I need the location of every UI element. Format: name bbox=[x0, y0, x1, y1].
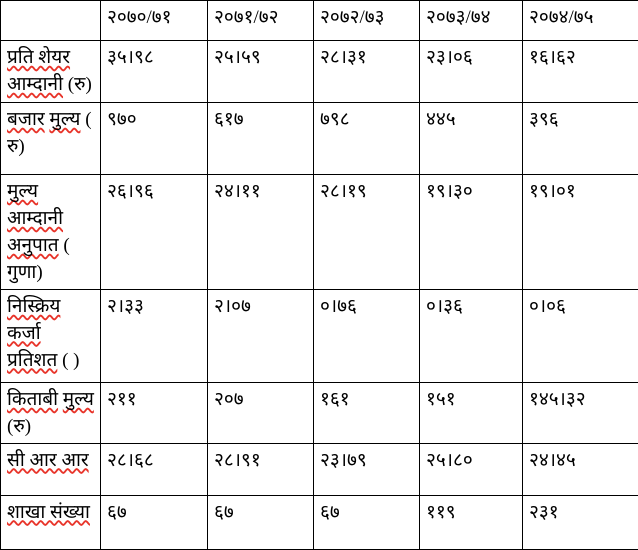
data-cell-3-2: ०।७६ bbox=[314, 289, 420, 382]
data-cell-5-3: २५।८० bbox=[420, 443, 523, 495]
table-header-row: २०७०/७१ २०७१/७२ २०७२/७३ २०७३/७४ २०७४/७५ bbox=[1, 1, 638, 41]
data-cell-5-0: २८।६८ bbox=[101, 443, 208, 495]
data-cell-0-2: २८।३१ bbox=[314, 41, 420, 103]
spellchecked-word: निस्क्रिय bbox=[7, 296, 60, 317]
spellchecked-word: प्रतिशत bbox=[7, 350, 57, 371]
row-label-5: सी आर आर bbox=[1, 443, 101, 495]
spellchecked-word: मुल्य bbox=[63, 389, 94, 410]
spellchecked-word: किताबी bbox=[7, 389, 58, 410]
data-cell-0-0: ३५।९८ bbox=[101, 41, 208, 103]
row-label-3: निस्क्रिय कर्जा प्रतिशत ( ) bbox=[1, 289, 101, 382]
spellchecked-word: प्रति शेयर bbox=[7, 47, 70, 68]
label-unit-suffix: ( ) bbox=[62, 350, 79, 371]
spellchecked-word: आम्दानी bbox=[7, 208, 63, 229]
table-row: प्रति शेयर आम्दानी (रु) ३५।९८ २५।५९ २८।३… bbox=[1, 41, 638, 103]
data-cell-1-3: ४४५ bbox=[420, 103, 523, 175]
row-label-0: प्रति शेयर आम्दानी (रु) bbox=[1, 41, 101, 103]
data-cell-4-3: १५१ bbox=[420, 382, 523, 443]
data-cell-6-2: ६७ bbox=[314, 495, 420, 549]
data-cell-6-0: ६७ bbox=[101, 495, 208, 549]
table-row: बजार मुल्य ( रु) ९७० ६१७ ७९८ ४४५ ३९६ bbox=[1, 103, 638, 175]
data-cell-4-1: २०७ bbox=[208, 382, 314, 443]
data-cell-0-4: १६।६२ bbox=[523, 41, 638, 103]
table-row: सी आर आर २८।६८ २८।९१ २३।७९ २५।८० २४।४५ bbox=[1, 443, 638, 495]
data-cell-4-4: १४५।३२ bbox=[523, 382, 638, 443]
data-cell-4-0: २११ bbox=[101, 382, 208, 443]
data-cell-0-3: २३।०६ bbox=[420, 41, 523, 103]
spellchecked-word: अनुपात bbox=[7, 235, 59, 256]
column-header-0: २०७०/७१ bbox=[101, 1, 208, 41]
row-label-6: शाखा संख्या bbox=[1, 495, 101, 549]
data-cell-6-4: २३१ bbox=[523, 495, 638, 549]
spellchecked-word: मुल्य bbox=[49, 109, 80, 130]
row-label-2: मुल्य आम्दानी अनुपात ( गुणा) bbox=[1, 175, 101, 290]
data-cell-1-1: ६१७ bbox=[208, 103, 314, 175]
spellchecked-word: शाखा संख्या bbox=[7, 502, 90, 523]
spellchecked-word: मुल्य bbox=[7, 181, 38, 202]
data-cell-4-2: १६१ bbox=[314, 382, 420, 443]
data-cell-0-1: २५।५९ bbox=[208, 41, 314, 103]
row-label-1: बजार मुल्य ( रु) bbox=[1, 103, 101, 175]
spellchecked-word: कर्जा bbox=[7, 323, 41, 344]
data-cell-3-3: ०।३६ bbox=[420, 289, 523, 382]
data-cell-6-3: ११९ bbox=[420, 495, 523, 549]
label-unit-suffix: (रु) bbox=[68, 74, 92, 95]
data-cell-2-0: २६।९६ bbox=[101, 175, 208, 290]
data-cell-3-0: २।३३ bbox=[101, 289, 208, 382]
column-header-4: २०७४/७५ bbox=[523, 1, 638, 41]
table-row: मुल्य आम्दानी अनुपात ( गुणा) २६।९६ २४।११… bbox=[1, 175, 638, 290]
data-cell-1-4: ३९६ bbox=[523, 103, 638, 175]
spellchecked-word: बजार bbox=[7, 109, 45, 130]
data-cell-3-1: २।०७ bbox=[208, 289, 314, 382]
table-row: निस्क्रिय कर्जा प्रतिशत ( ) २।३३ २।०७ ०।… bbox=[1, 289, 638, 382]
column-header-3: २०७३/७४ bbox=[420, 1, 523, 41]
data-cell-2-4: १९।०१ bbox=[523, 175, 638, 290]
spellchecked-word: सी आर आर bbox=[7, 450, 89, 471]
data-cell-1-0: ९७० bbox=[101, 103, 208, 175]
data-cell-5-2: २३।७९ bbox=[314, 443, 420, 495]
column-header-2: २०७२/७३ bbox=[314, 1, 420, 41]
table-corner-cell bbox=[1, 1, 101, 41]
data-cell-1-2: ७९८ bbox=[314, 103, 420, 175]
data-cell-2-3: १९।३० bbox=[420, 175, 523, 290]
data-cell-5-1: २८।९१ bbox=[208, 443, 314, 495]
column-header-1: २०७१/७२ bbox=[208, 1, 314, 41]
data-cell-2-2: २८।१९ bbox=[314, 175, 420, 290]
data-cell-2-1: २४।११ bbox=[208, 175, 314, 290]
data-cell-3-4: ०।०६ bbox=[523, 289, 638, 382]
label-unit-suffix: (रु) bbox=[7, 416, 31, 437]
data-cell-6-1: ६७ bbox=[208, 495, 314, 549]
data-cell-5-4: २४।४५ bbox=[523, 443, 638, 495]
row-label-4: किताबी मुल्य (रु) bbox=[1, 382, 101, 443]
spellchecked-word: आम्दानी bbox=[7, 74, 63, 95]
table-row: किताबी मुल्य (रु) २११ २०७ १६१ १५१ १४५।३२ bbox=[1, 382, 638, 443]
table-row: शाखा संख्या ६७ ६७ ६७ ११९ २३१ bbox=[1, 495, 638, 549]
